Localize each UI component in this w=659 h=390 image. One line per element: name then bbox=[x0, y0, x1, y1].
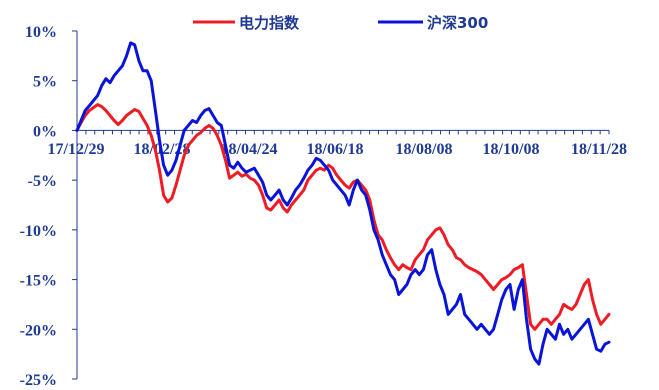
y-tick-label: -25% bbox=[20, 372, 57, 389]
x-tick-label: 17/12/29 bbox=[48, 141, 105, 158]
y-tick-label: -10% bbox=[20, 223, 57, 240]
y-tick-label: 10% bbox=[25, 24, 57, 41]
x-axis: 17/12/29 18/02/28 18/04/24 18/06/18 18/08/08… bbox=[48, 129, 627, 158]
x-tick-label: 18/10/08 bbox=[483, 141, 540, 158]
y-axis: 10% 5% 0% -5% -10% -15% -20% -25% bbox=[20, 24, 78, 389]
series-layer bbox=[75, 41, 611, 366]
y-tick-label: 0% bbox=[33, 123, 57, 140]
x-tick-label: 18/04/24 bbox=[221, 141, 278, 158]
y-tick-label: -15% bbox=[20, 273, 57, 290]
y-tick-label: -5% bbox=[28, 173, 57, 190]
x-tick-label: 18/06/18 bbox=[307, 141, 364, 158]
y-tick-label: -20% bbox=[20, 322, 57, 339]
x-tick-label: 18/11/28 bbox=[571, 141, 627, 158]
x-tick-label: 18/08/08 bbox=[396, 141, 453, 158]
legend: 电力指数 沪深300 bbox=[193, 14, 488, 32]
series-line-2 bbox=[75, 41, 611, 366]
series-line-1 bbox=[75, 103, 611, 331]
legend-label-1: 电力指数 bbox=[239, 14, 300, 32]
y-tick-label: 5% bbox=[33, 74, 57, 91]
legend-label-2: 沪深300 bbox=[427, 14, 488, 32]
